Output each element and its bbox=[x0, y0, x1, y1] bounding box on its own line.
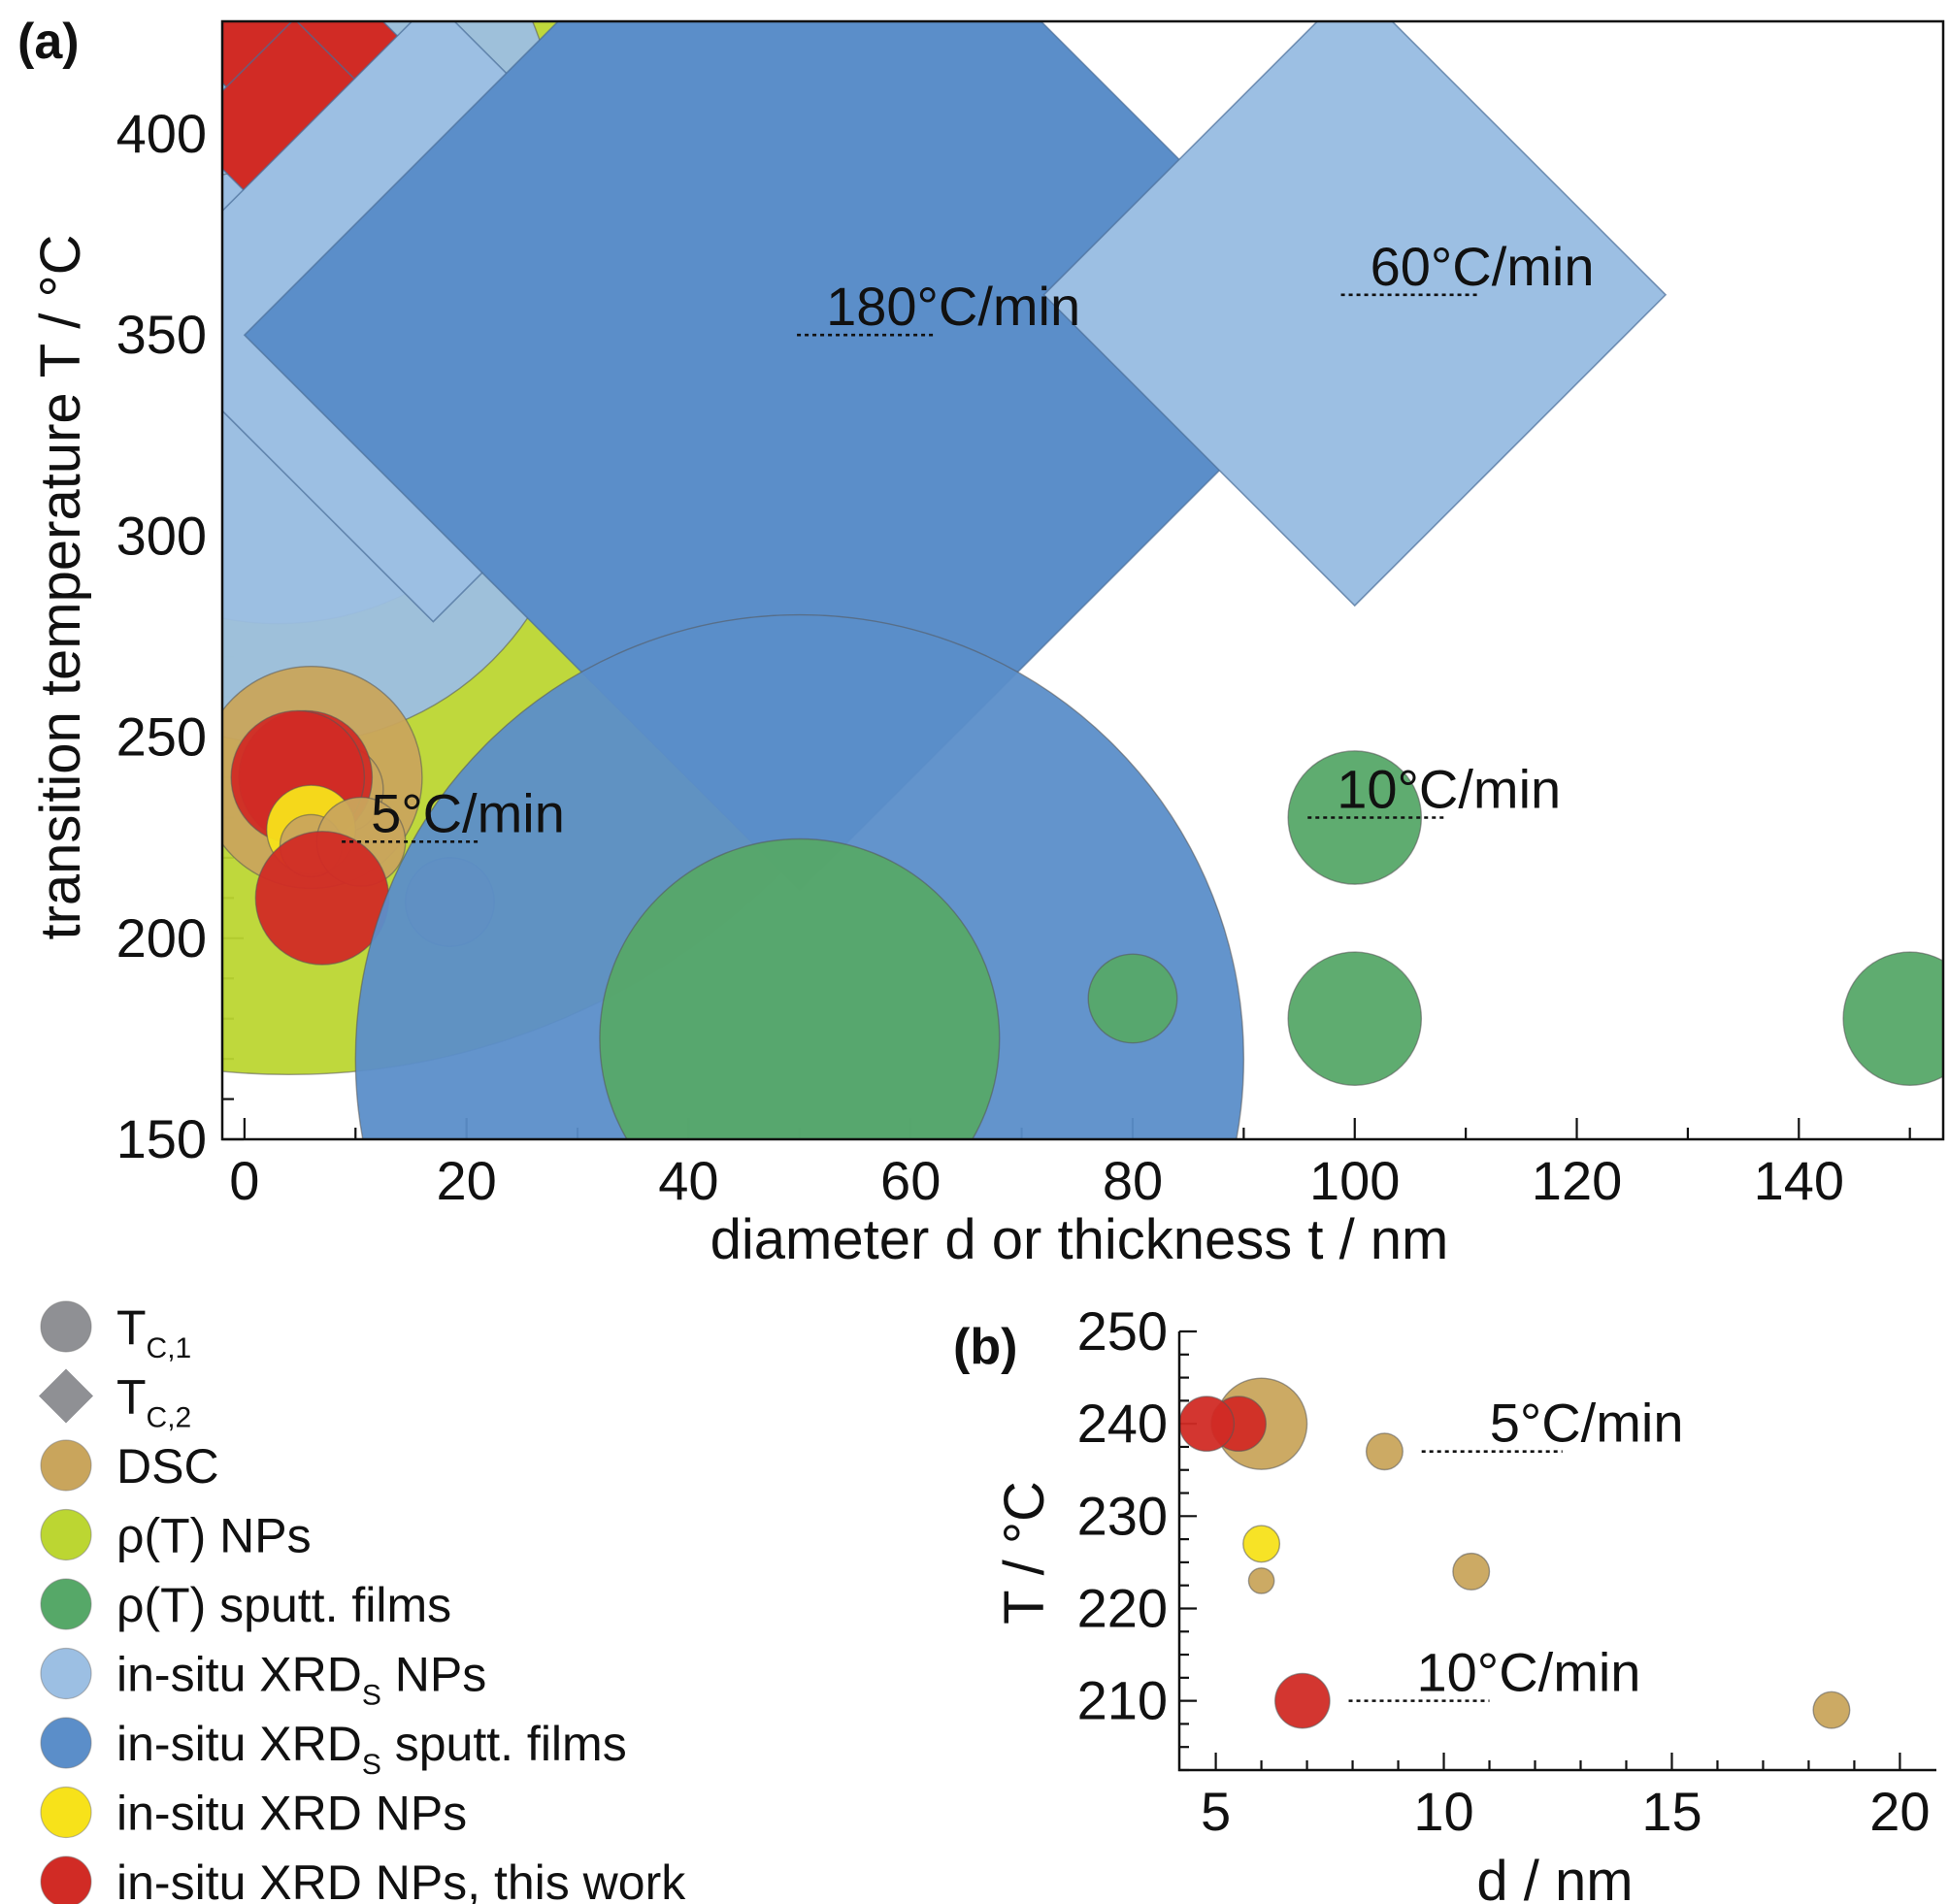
legend-label-main: ρ(T) NPs bbox=[116, 1509, 312, 1563]
a-y-tick-label: 350 bbox=[116, 304, 207, 365]
panel-a-points bbox=[222, 21, 1943, 1139]
a-x-tick-label: 80 bbox=[1103, 1150, 1163, 1211]
legend-label-main: in-situ XRD NPs bbox=[116, 1787, 467, 1841]
legend-label-main: in-situ XRD bbox=[116, 1648, 362, 1702]
panel-b-annotations: 5°C/min 10°C/min bbox=[1348, 1393, 1684, 1703]
a-x-tick-label: 40 bbox=[658, 1150, 718, 1211]
legend-marker-tc2 bbox=[39, 1368, 93, 1424]
a-annotation-label: 5°C/min bbox=[371, 782, 565, 843]
legend-label-main: DSC bbox=[116, 1439, 219, 1494]
legend-marker-xrd-nps bbox=[40, 1786, 92, 1839]
b-y-tick-label: 220 bbox=[1077, 1577, 1168, 1638]
panel-a-annotations: 180°C/min 60°C/min 5°C/min 10°C/min bbox=[342, 236, 1595, 843]
b-annotation-label: 10°C/min bbox=[1417, 1642, 1641, 1703]
panel-a: (a) 150 200 250 300 350 400 0 20 40 60 80 100 120 140… bbox=[17, 14, 1945, 1271]
a-data-point-rho-films bbox=[1287, 951, 1423, 1087]
b-data-point-xrd-NPs bbox=[1242, 1525, 1281, 1563]
a-x-tick-label: 140 bbox=[1754, 1150, 1844, 1211]
a-x-tick-label: 60 bbox=[880, 1150, 941, 1211]
b-data-point-DSC bbox=[1247, 1567, 1275, 1594]
legend-marker-this-work bbox=[40, 1855, 92, 1904]
panel-b-label: (b) bbox=[953, 1319, 1017, 1375]
a-annotation-label: 60°C/min bbox=[1371, 236, 1595, 297]
panel-b-x-axis-label: d / nm bbox=[1476, 1850, 1633, 1904]
legend-label-rest: sputt. films bbox=[381, 1717, 627, 1771]
legend-label-subscript: S bbox=[362, 1680, 381, 1712]
a-y-tick-label: 250 bbox=[116, 706, 207, 768]
legend-label-main: T bbox=[116, 1300, 147, 1355]
b-data-point-DSC bbox=[1365, 1432, 1404, 1471]
b-data-point-this-work bbox=[1179, 1395, 1236, 1453]
a-annotation-label: 180°C/min bbox=[826, 276, 1080, 337]
legend-marker-rho-films bbox=[40, 1578, 92, 1630]
b-y-tick-label: 250 bbox=[1077, 1300, 1168, 1362]
a-data-diamond-xrds-NPs bbox=[1042, 21, 1668, 607]
b-x-tick-label: 5 bbox=[1201, 1781, 1231, 1842]
a-y-tick-label: 200 bbox=[116, 907, 207, 968]
a-x-tick-label: 120 bbox=[1532, 1150, 1622, 1211]
panel-b-y-axis-label: T / °C bbox=[993, 1481, 1056, 1625]
panel-a-y-axis-label: transition temperature T / °C bbox=[29, 234, 92, 939]
b-y-tick-label: 240 bbox=[1077, 1393, 1168, 1454]
panel-b-points bbox=[1179, 1377, 1851, 1729]
b-data-point-this-work bbox=[1273, 1672, 1331, 1729]
a-data-point-this-work bbox=[254, 831, 390, 966]
legend-label-tc2: TC,2 bbox=[116, 1370, 191, 1434]
panel-a-frame bbox=[220, 19, 1945, 1141]
legend-marker-tc1 bbox=[40, 1300, 92, 1353]
legend-label-main: in-situ XRD NPs, this work bbox=[116, 1855, 686, 1904]
legend-label-tc1: TC,1 bbox=[116, 1300, 191, 1364]
b-annotation-label: 5°C/min bbox=[1490, 1393, 1684, 1454]
panel-b: (b) 210 220 230 240 250 5 10 15 20 5°C/min 10°C/m… bbox=[953, 1300, 1936, 1904]
legend-marker-xrds-films bbox=[40, 1717, 92, 1769]
legend-label-this-work: in-situ XRD NPs, this work bbox=[116, 1855, 686, 1904]
legend-label-subscript: S bbox=[362, 1749, 381, 1781]
legend-label-main: in-situ XRD bbox=[116, 1717, 362, 1771]
legend-label-xrds-films: in-situ XRDS sputt. films bbox=[116, 1717, 627, 1781]
legend-label-rho-nps: ρ(T) NPs bbox=[116, 1509, 312, 1563]
b-x-tick-label: 15 bbox=[1641, 1781, 1701, 1842]
b-data-point-DSC bbox=[1452, 1552, 1491, 1591]
a-y-tick-label: 150 bbox=[116, 1108, 207, 1169]
a-x-tick-label: 20 bbox=[437, 1150, 497, 1211]
panel-b-axes bbox=[1177, 1331, 1936, 1772]
legend-label-rest: NPs bbox=[381, 1648, 486, 1702]
legend-label-main: ρ(T) sputt. films bbox=[116, 1578, 451, 1632]
panel-a-x-axis-label: diameter d or thickness t / nm bbox=[710, 1208, 1449, 1271]
a-data-point-rho-films bbox=[599, 837, 1001, 1139]
b-x-tick-label: 10 bbox=[1413, 1781, 1473, 1842]
a-data-point-rho-films bbox=[1842, 951, 1943, 1086]
legend-marker-xrds-nps bbox=[40, 1647, 92, 1700]
b-y-tick-label: 230 bbox=[1077, 1485, 1168, 1546]
panel-b-tick-labels: 210 220 230 240 250 5 10 15 20 bbox=[1077, 1300, 1931, 1842]
legend-marker-dsc bbox=[40, 1439, 92, 1492]
b-data-point-DSC bbox=[1812, 1691, 1851, 1729]
legend-label-xrds-nps: in-situ XRDS NPs bbox=[116, 1648, 486, 1712]
legend-label-rho-films: ρ(T) sputt. films bbox=[116, 1578, 451, 1632]
a-annotation-label: 10°C/min bbox=[1337, 758, 1561, 819]
panel-a-tick-labels: 150 200 250 300 350 400 0 20 40 60 80 100 120 140 bbox=[116, 103, 1844, 1211]
panel-b-ticks bbox=[1179, 1330, 1901, 1772]
legend-label-subscript: C,1 bbox=[147, 1332, 192, 1364]
a-x-tick-label: 0 bbox=[229, 1150, 259, 1211]
a-x-tick-label: 100 bbox=[1309, 1150, 1400, 1211]
b-x-tick-label: 20 bbox=[1869, 1781, 1930, 1842]
a-y-tick-label: 400 bbox=[116, 103, 207, 164]
panel-a-label: (a) bbox=[17, 14, 80, 70]
legend-label-dsc: DSC bbox=[116, 1439, 219, 1494]
a-data-point-rho-films bbox=[1087, 953, 1178, 1044]
legend-label-main: T bbox=[116, 1370, 147, 1425]
a-y-tick-label: 300 bbox=[116, 505, 207, 566]
legend-marker-rho-nps bbox=[40, 1508, 92, 1561]
b-y-tick-label: 210 bbox=[1077, 1670, 1168, 1731]
legend-label-xrd-nps: in-situ XRD NPs bbox=[116, 1787, 467, 1841]
legend-label-subscript: C,2 bbox=[147, 1402, 192, 1434]
